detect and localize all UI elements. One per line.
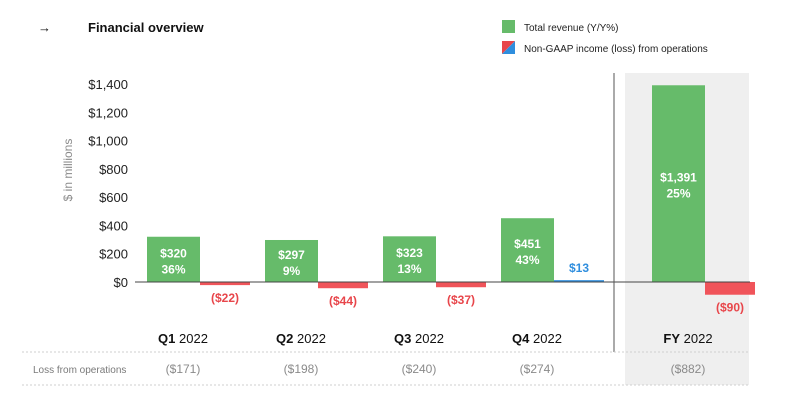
revenue-growth-label: 43% (515, 253, 539, 267)
category-label: Q3 2022 (394, 331, 444, 346)
arrow-right-icon[interactable]: → (38, 20, 51, 35)
y-tick-label: $400 (99, 218, 128, 233)
loss-bar (436, 282, 486, 288)
revenue-growth-label: 36% (161, 262, 185, 276)
loss-value-label: ($37) (447, 293, 475, 307)
y-tick-label: $1,400 (88, 77, 128, 92)
y-tick-label: $200 (99, 247, 128, 262)
legend-swatch-revenue-icon (502, 20, 515, 33)
revenue-bar (652, 85, 705, 282)
footer-row-values: ($171) ($198) ($240) ($274) ($882) (166, 362, 706, 376)
category-label: Q1 2022 (158, 331, 208, 346)
revenue-bar (383, 236, 436, 282)
loss-value-label: ($22) (211, 291, 239, 305)
y-axis-label: $ in millions (61, 139, 75, 202)
loss-bar (200, 282, 250, 286)
y-tick-label: $800 (99, 162, 128, 177)
revenue-growth-label: 9% (283, 264, 301, 278)
y-tick-label: $1,000 (88, 134, 128, 149)
y-tick-label: $600 (99, 190, 128, 205)
revenue-value-label: $297 (278, 248, 305, 262)
revenue-bar (501, 218, 554, 282)
footer-row-value: ($198) (284, 362, 319, 376)
y-tick-label: $1,200 (88, 105, 128, 120)
legend-swatch-income-icon (502, 41, 515, 54)
revenue-bar (147, 236, 200, 282)
income-value-label: $13 (569, 261, 589, 275)
revenue-growth-label: 13% (397, 262, 421, 276)
loss-value-label: ($90) (716, 301, 744, 315)
revenue-value-label: $1,391 (660, 171, 697, 185)
category-label: Q2 2022 (276, 331, 326, 346)
revenue-value-label: $320 (160, 246, 187, 260)
legend: Total revenue (Y/Y%) Non-GAAP income (lo… (502, 20, 708, 55)
legend-label-revenue: Total revenue (Y/Y%) (524, 23, 619, 34)
loss-bar (705, 282, 755, 295)
category-labels: Q1 2022 Q2 2022 Q3 2022 Q4 2022 FY 2022 (158, 331, 713, 346)
category-label: FY 2022 (663, 331, 712, 346)
bars: $320 36% ($22) $297 9% ($44) $323 13% ($37) $451 4… (147, 85, 755, 315)
footer-row-value: ($274) (520, 362, 555, 376)
footer-row-value: ($240) (402, 362, 437, 376)
footer-row-label: Loss from operations (33, 365, 126, 376)
category-label: Q4 2022 (512, 331, 562, 346)
loss-bar (318, 282, 368, 289)
revenue-value-label: $323 (396, 246, 423, 260)
footer-row-value: ($171) (166, 362, 201, 376)
y-tick-label: $0 (114, 275, 128, 290)
revenue-bar (265, 239, 318, 282)
revenue-growth-label: 25% (666, 187, 690, 201)
income-bar (554, 280, 604, 282)
revenue-value-label: $451 (514, 237, 541, 251)
legend-label-income: Non-GAAP income (loss) from operations (524, 44, 708, 55)
loss-value-label: ($44) (329, 294, 357, 308)
chart-title: Financial overview (88, 20, 204, 35)
y-axis-ticks: $0 $200 $400 $600 $800 $1,000 $1,200 $1,400 (88, 77, 128, 290)
footer-row-value: ($882) (671, 362, 706, 376)
